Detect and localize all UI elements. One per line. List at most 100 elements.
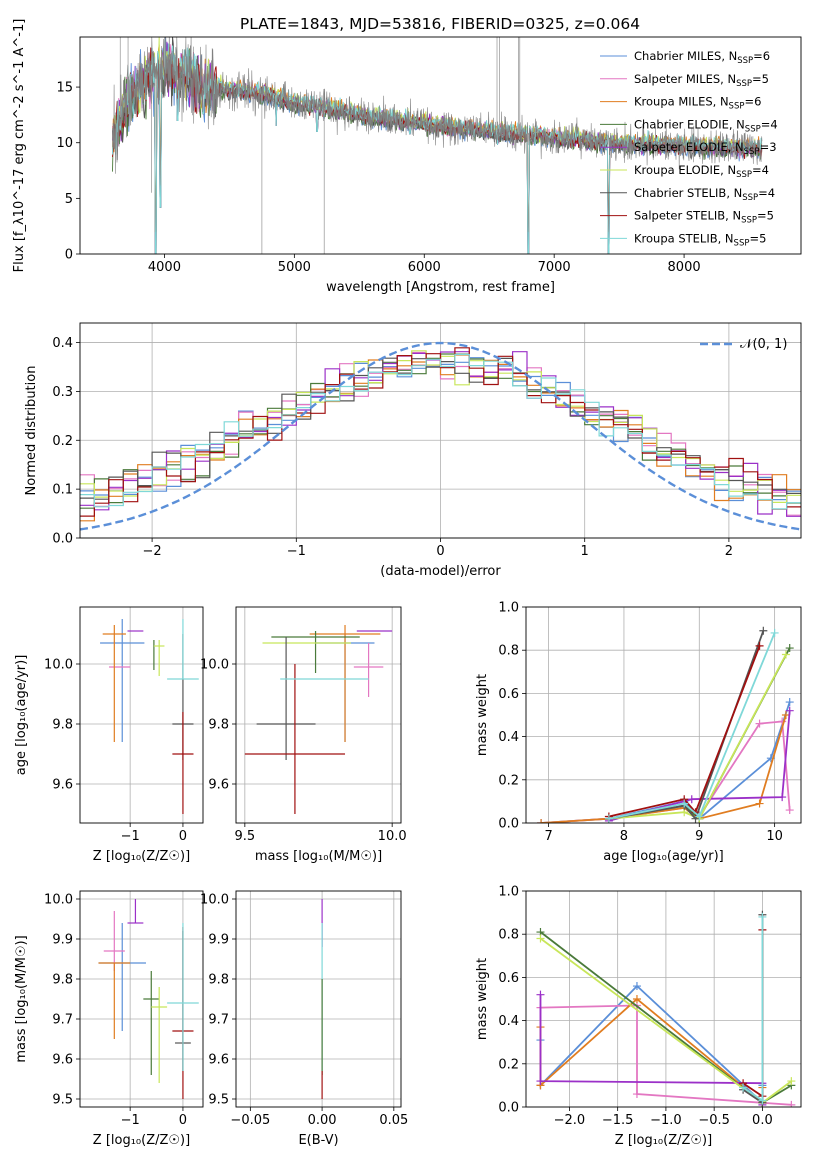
mass-weight-vs-age-panel: 7 8 9 10 0.0 0.2 0.4 0.6 0.8 1.0 age [log₁₀(age/yr… bbox=[475, 601, 802, 864]
y-tick-label: 0 bbox=[65, 248, 73, 263]
x-axis-label: Z [log₁₀(Z/Z☉)] bbox=[615, 1133, 712, 1148]
x-tick-label: −1 bbox=[121, 1113, 140, 1128]
mass-vs-EBV-panel: −0.05 0.00 0.05 9.5 9.6 9.7 9.8 9.9 10.0 E(B-V) bbox=[200, 890, 408, 1148]
legend-entry: Salpeter ELODIE, NSSP=3 bbox=[634, 140, 777, 157]
y-axis-label: Normed distribution bbox=[24, 366, 39, 496]
plot-frame bbox=[79, 890, 204, 1108]
legend-entry: Kroupa STELIB, NSSP=5 bbox=[634, 231, 766, 248]
legend-suffix: =4 bbox=[758, 186, 775, 200]
weight-marker-salpeter_miles bbox=[785, 806, 794, 815]
x-axis-label: Z [log₁₀(Z/Z☉)] bbox=[93, 1133, 190, 1148]
y-tick-label: 0.6 bbox=[498, 971, 519, 986]
y-tick-label: 15 bbox=[56, 81, 73, 96]
legend-suffix: =3 bbox=[760, 140, 777, 154]
weight-marker-kroupa_elodie bbox=[781, 650, 790, 659]
x-tick-label: 0 bbox=[436, 544, 444, 559]
y-tick-label: 10.0 bbox=[200, 893, 229, 908]
y-tick-label: 9.8 bbox=[208, 718, 229, 733]
y-tick-label: 0.6 bbox=[498, 687, 519, 702]
x-axis-label: wavelength [Angstrom, rest frame] bbox=[326, 280, 555, 295]
x-tick-label: 4000 bbox=[148, 260, 181, 275]
plot-frame bbox=[79, 606, 204, 824]
legend-subscript: SSP bbox=[742, 193, 758, 203]
age-vs-Z-plot-area bbox=[100, 619, 199, 814]
weight-marker-kroupa_stelib bbox=[695, 812, 704, 821]
x-tick-label: 8000 bbox=[668, 260, 701, 275]
x-axis-label: E(B-V) bbox=[298, 1133, 338, 1148]
spectrum-plot-area bbox=[112, 37, 763, 254]
x-tick-label: 2 bbox=[725, 544, 733, 559]
x-tick-label: 0.05 bbox=[379, 1113, 408, 1128]
observed-spectrum bbox=[112, 37, 763, 174]
weight-marker-chabrier_stelib bbox=[759, 626, 768, 635]
x-tick-label: 5000 bbox=[278, 260, 311, 275]
legend-entry: Kroupa MILES, NSSP=6 bbox=[634, 95, 761, 112]
legend-label: Salpeter STELIB, N bbox=[634, 209, 741, 223]
x-tick-label: 9.5 bbox=[234, 829, 255, 844]
x-tick-label: 0 bbox=[179, 1113, 187, 1128]
weight-marker-salpeter_miles bbox=[755, 719, 764, 728]
spectrum-legend: Chabrier MILES, NSSP=6 Salpeter MILES, NS… bbox=[600, 49, 778, 248]
legend-entry: Chabrier MILES, NSSP=6 bbox=[634, 49, 770, 66]
y-tick-label: 0.0 bbox=[52, 532, 73, 547]
legend-label: Chabrier ELODIE, N bbox=[634, 117, 745, 131]
weight-marker-kroupa_miles bbox=[537, 819, 546, 823]
y-tick-label: 1.0 bbox=[498, 885, 519, 900]
weight-line-salpeter_stelib bbox=[608, 645, 761, 818]
legend-entry: Chabrier STELIB, NSSP=4 bbox=[634, 186, 775, 203]
legend-subscript: SSP bbox=[744, 147, 760, 157]
x-tick-label: −1 bbox=[121, 829, 140, 844]
weight-marker-kroupa_stelib bbox=[758, 1096, 767, 1105]
plot-frame bbox=[235, 890, 402, 1108]
x-tick-label: 10 bbox=[766, 829, 783, 844]
weight-marker-kroupa_stelib bbox=[680, 799, 689, 808]
y-tick-label: 9.8 bbox=[208, 973, 229, 988]
legend-suffix: =5 bbox=[752, 72, 769, 86]
weight-line-kroupa_stelib bbox=[608, 632, 776, 820]
y-tick-label: 10 bbox=[56, 136, 73, 151]
y-tick-label: 10.0 bbox=[200, 658, 229, 673]
y-tick-label: 9.5 bbox=[52, 1093, 73, 1108]
legend-suffix: =4 bbox=[752, 163, 769, 177]
weight-marker-chabrier_miles bbox=[632, 982, 641, 991]
y-tick-label: 0.2 bbox=[52, 434, 73, 449]
residuals-panel: −2 −1 0 1 2 0.0 0.1 0.2 0.3 0.4 (data-model)/error… bbox=[24, 322, 802, 579]
plot-frame bbox=[235, 606, 402, 824]
residual-histogram-kroupa_stelib bbox=[80, 353, 801, 510]
y-tick-label: 9.6 bbox=[208, 778, 229, 793]
weight-marker-kroupa_miles bbox=[632, 995, 641, 1003]
y-tick-label: 0.4 bbox=[498, 1014, 519, 1029]
y-tick-label: 9.6 bbox=[208, 1053, 229, 1068]
x-tick-label: −0.5 bbox=[698, 1113, 730, 1128]
y-tick-label: 9.5 bbox=[208, 1093, 229, 1108]
weight-marker-kroupa_stelib bbox=[758, 912, 767, 921]
y-tick-label: 0.8 bbox=[498, 928, 519, 943]
weight-marker-salpeter_elodie bbox=[687, 795, 696, 804]
weight-marker-chabrier_elodie bbox=[785, 644, 794, 653]
figure-title: PLATE=1843, MJD=53816, FIBERID=0325, z=0… bbox=[240, 15, 640, 33]
x-tick-label: −1.0 bbox=[650, 1113, 682, 1128]
spectrum-panel: 4000 5000 6000 7000 8000 0 5 10 15 wavelength [An… bbox=[12, 19, 802, 295]
y-tick-label: 10.0 bbox=[44, 893, 73, 908]
legend-label: Chabrier STELIB, N bbox=[634, 186, 742, 200]
legend-subscript: SSP bbox=[741, 216, 757, 226]
y-tick-label: 9.8 bbox=[52, 718, 73, 733]
y-axis-label: mass weight bbox=[475, 958, 490, 1040]
y-tick-label: 9.9 bbox=[208, 933, 229, 948]
x-tick-label: 6000 bbox=[408, 260, 441, 275]
mass-vs-Z-plot-area bbox=[98, 899, 199, 1099]
weight-marker-kroupa_miles bbox=[755, 799, 764, 808]
y-tick-label: 0.0 bbox=[498, 1101, 519, 1116]
y-tick-label: 9.7 bbox=[208, 1013, 229, 1028]
x-axis-label: (data-model)/error bbox=[380, 564, 501, 579]
y-axis-label: age [log₁₀(age/yr)] bbox=[14, 655, 29, 776]
x-tick-label: −1 bbox=[287, 544, 306, 559]
legend-suffix: =5 bbox=[757, 209, 774, 223]
x-tick-label: 9 bbox=[695, 829, 703, 844]
mass-weight-vs-age-plot-area bbox=[537, 626, 794, 823]
x-tick-label: −2 bbox=[143, 544, 162, 559]
x-tick-label: 0.00 bbox=[308, 1113, 337, 1128]
y-tick-label: 9.6 bbox=[52, 778, 73, 793]
legend-entry: Salpeter MILES, NSSP=5 bbox=[634, 72, 769, 89]
